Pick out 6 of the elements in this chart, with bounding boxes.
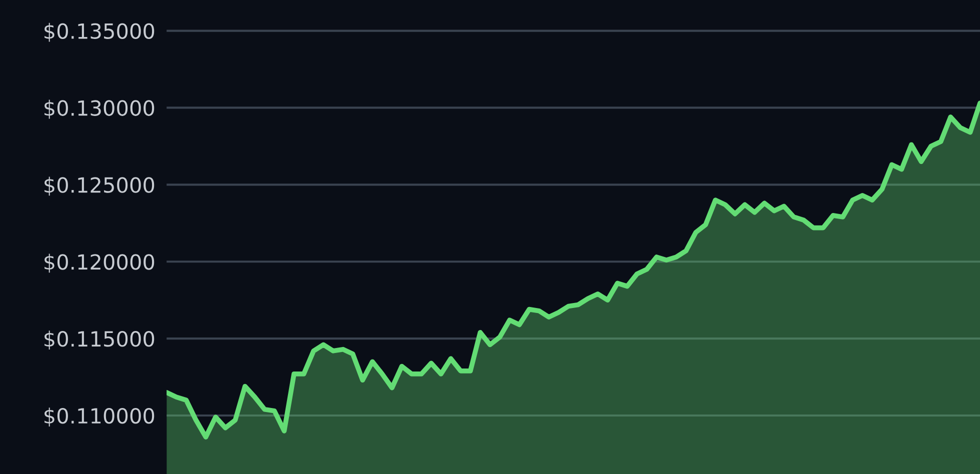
y-tick-label: $0.135000 [44,22,154,42]
y-tick-label: $0.125000 [44,176,154,196]
y-tick-label: $0.115000 [44,330,154,350]
y-tick-label: $0.110000 [44,408,154,426]
y-tick-label: $0.120000 [44,254,154,273]
y-tick-label: $0.130000 [44,100,154,119]
